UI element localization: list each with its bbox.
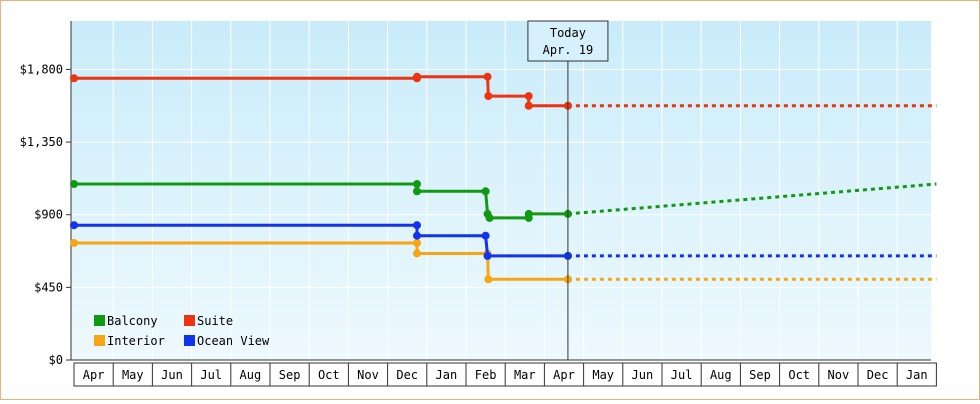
x-tick-label: Oct bbox=[788, 368, 810, 382]
axes: $0 $450 $900 $1,350 $1,800 Apr May Jun Jul Aug Sep… bbox=[20, 21, 937, 387]
data-point bbox=[413, 187, 421, 196]
data-point bbox=[481, 187, 490, 196]
legend-label: Ocean View bbox=[197, 334, 270, 348]
legend-label: Balcony bbox=[107, 314, 158, 328]
x-tick-label: Nov bbox=[357, 368, 379, 382]
today-marker: Today Apr. 19 bbox=[527, 20, 609, 360]
data-point bbox=[413, 249, 421, 258]
legend-swatch bbox=[184, 335, 195, 346]
data-point bbox=[484, 92, 493, 101]
x-tick-label: Sep bbox=[749, 368, 771, 382]
today-label: Today bbox=[550, 26, 586, 40]
x-tick-label: Apr bbox=[553, 368, 575, 382]
data-point bbox=[524, 209, 533, 218]
y-tick-label: $1,800 bbox=[20, 62, 63, 76]
data-point bbox=[413, 180, 421, 189]
x-tick-label: Jun bbox=[161, 368, 183, 382]
legend-swatch bbox=[94, 335, 105, 346]
legend-label: Suite bbox=[197, 314, 233, 328]
series-layer bbox=[70, 72, 937, 284]
x-tick-label: Aug bbox=[710, 368, 732, 382]
data-point bbox=[484, 275, 493, 284]
x-tick-label: Jan bbox=[906, 368, 928, 382]
x-tick-label: May bbox=[122, 368, 144, 382]
x-tick-label: Jun bbox=[632, 368, 654, 382]
data-point bbox=[70, 238, 78, 247]
x-tick-label: Dec bbox=[396, 368, 418, 382]
x-tick-label: May bbox=[592, 368, 614, 382]
x-tick-label: Feb bbox=[475, 368, 497, 382]
x-tick-label: Oct bbox=[318, 368, 340, 382]
data-point bbox=[70, 221, 78, 230]
plot-background bbox=[71, 21, 931, 360]
today-box bbox=[527, 20, 609, 62]
data-point bbox=[413, 238, 421, 247]
x-tick-label: Jul bbox=[671, 368, 693, 382]
series-line-ocean-view bbox=[74, 223, 568, 258]
data-point bbox=[70, 74, 78, 83]
x-tick-label: Dec bbox=[867, 368, 889, 382]
y-tick-label: $900 bbox=[34, 208, 63, 222]
legend-swatch bbox=[94, 315, 105, 326]
x-tick-label: Apr bbox=[83, 368, 105, 382]
legend-swatch bbox=[184, 315, 195, 326]
data-point bbox=[483, 251, 492, 260]
x-tick-label: Jul bbox=[200, 368, 222, 382]
data-point bbox=[413, 221, 421, 230]
y-tick-label: $450 bbox=[34, 280, 63, 294]
x-tick-label: Nov bbox=[828, 368, 850, 382]
legend: Balcony Suite Interior Ocean View bbox=[94, 314, 270, 348]
x-tick-label: Mar bbox=[514, 368, 536, 382]
series-line-interior bbox=[74, 241, 568, 281]
series-projection-balcony bbox=[567, 182, 937, 216]
x-tick-label: Jan bbox=[436, 368, 458, 382]
today-date: Apr. 19 bbox=[543, 43, 594, 57]
data-point bbox=[485, 213, 494, 222]
data-point bbox=[524, 92, 533, 101]
legend-label: Interior bbox=[107, 334, 165, 348]
x-tick-label: Aug bbox=[240, 368, 262, 382]
data-point bbox=[481, 231, 490, 240]
y-tick-label: $0 bbox=[49, 353, 63, 367]
y-tick-label: $1,350 bbox=[20, 135, 63, 149]
x-tick-label: Sep bbox=[279, 368, 301, 382]
data-point bbox=[413, 231, 421, 240]
data-point bbox=[70, 180, 78, 189]
data-point bbox=[483, 72, 492, 81]
data-point bbox=[413, 72, 421, 81]
data-point bbox=[524, 101, 533, 110]
